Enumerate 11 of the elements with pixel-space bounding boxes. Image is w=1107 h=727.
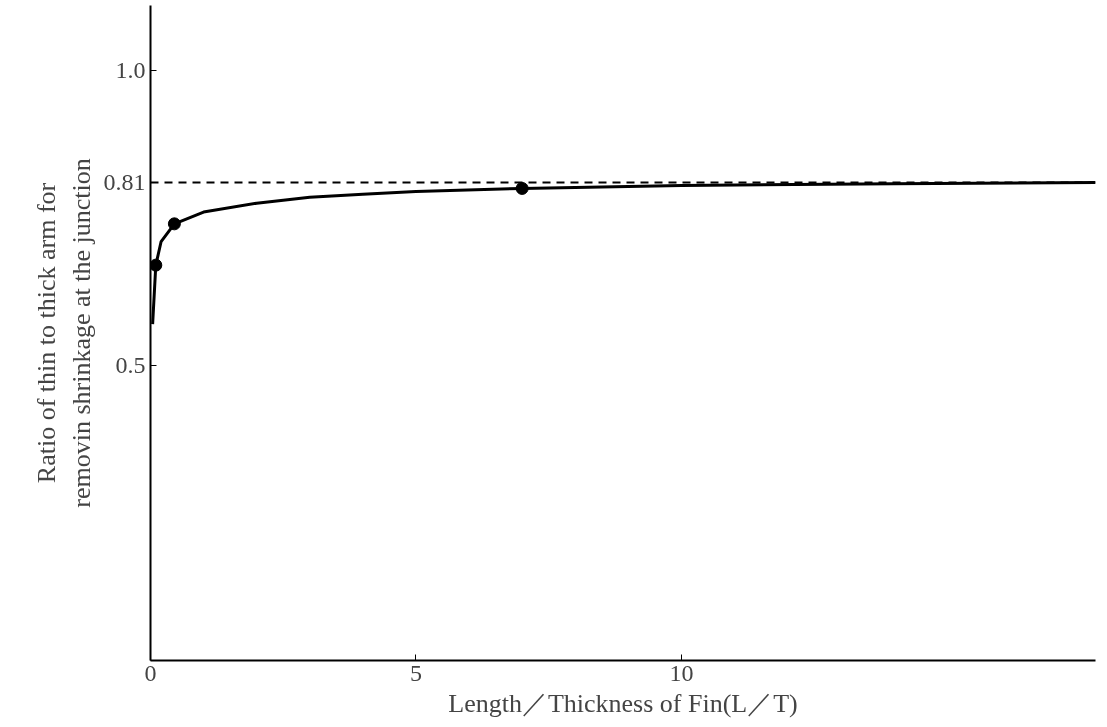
y-tick-label: 1.0 — [115, 56, 146, 83]
y-axis-title: Ratio of thin to thick arm for removin shrinkage at the junction — [31, 158, 96, 508]
y-tick-label: 0.81 — [103, 169, 146, 196]
x-tick-label: 10 — [669, 659, 694, 686]
y-tick-label: 0.5 — [115, 351, 146, 378]
point — [150, 258, 163, 272]
x-tick-label: 0 — [144, 659, 157, 686]
x-tick-label: 5 — [409, 659, 422, 686]
x-axis-title: Length／Thickness of Fin(L／T) — [448, 688, 798, 718]
point — [167, 217, 181, 231]
point — [515, 181, 529, 195]
